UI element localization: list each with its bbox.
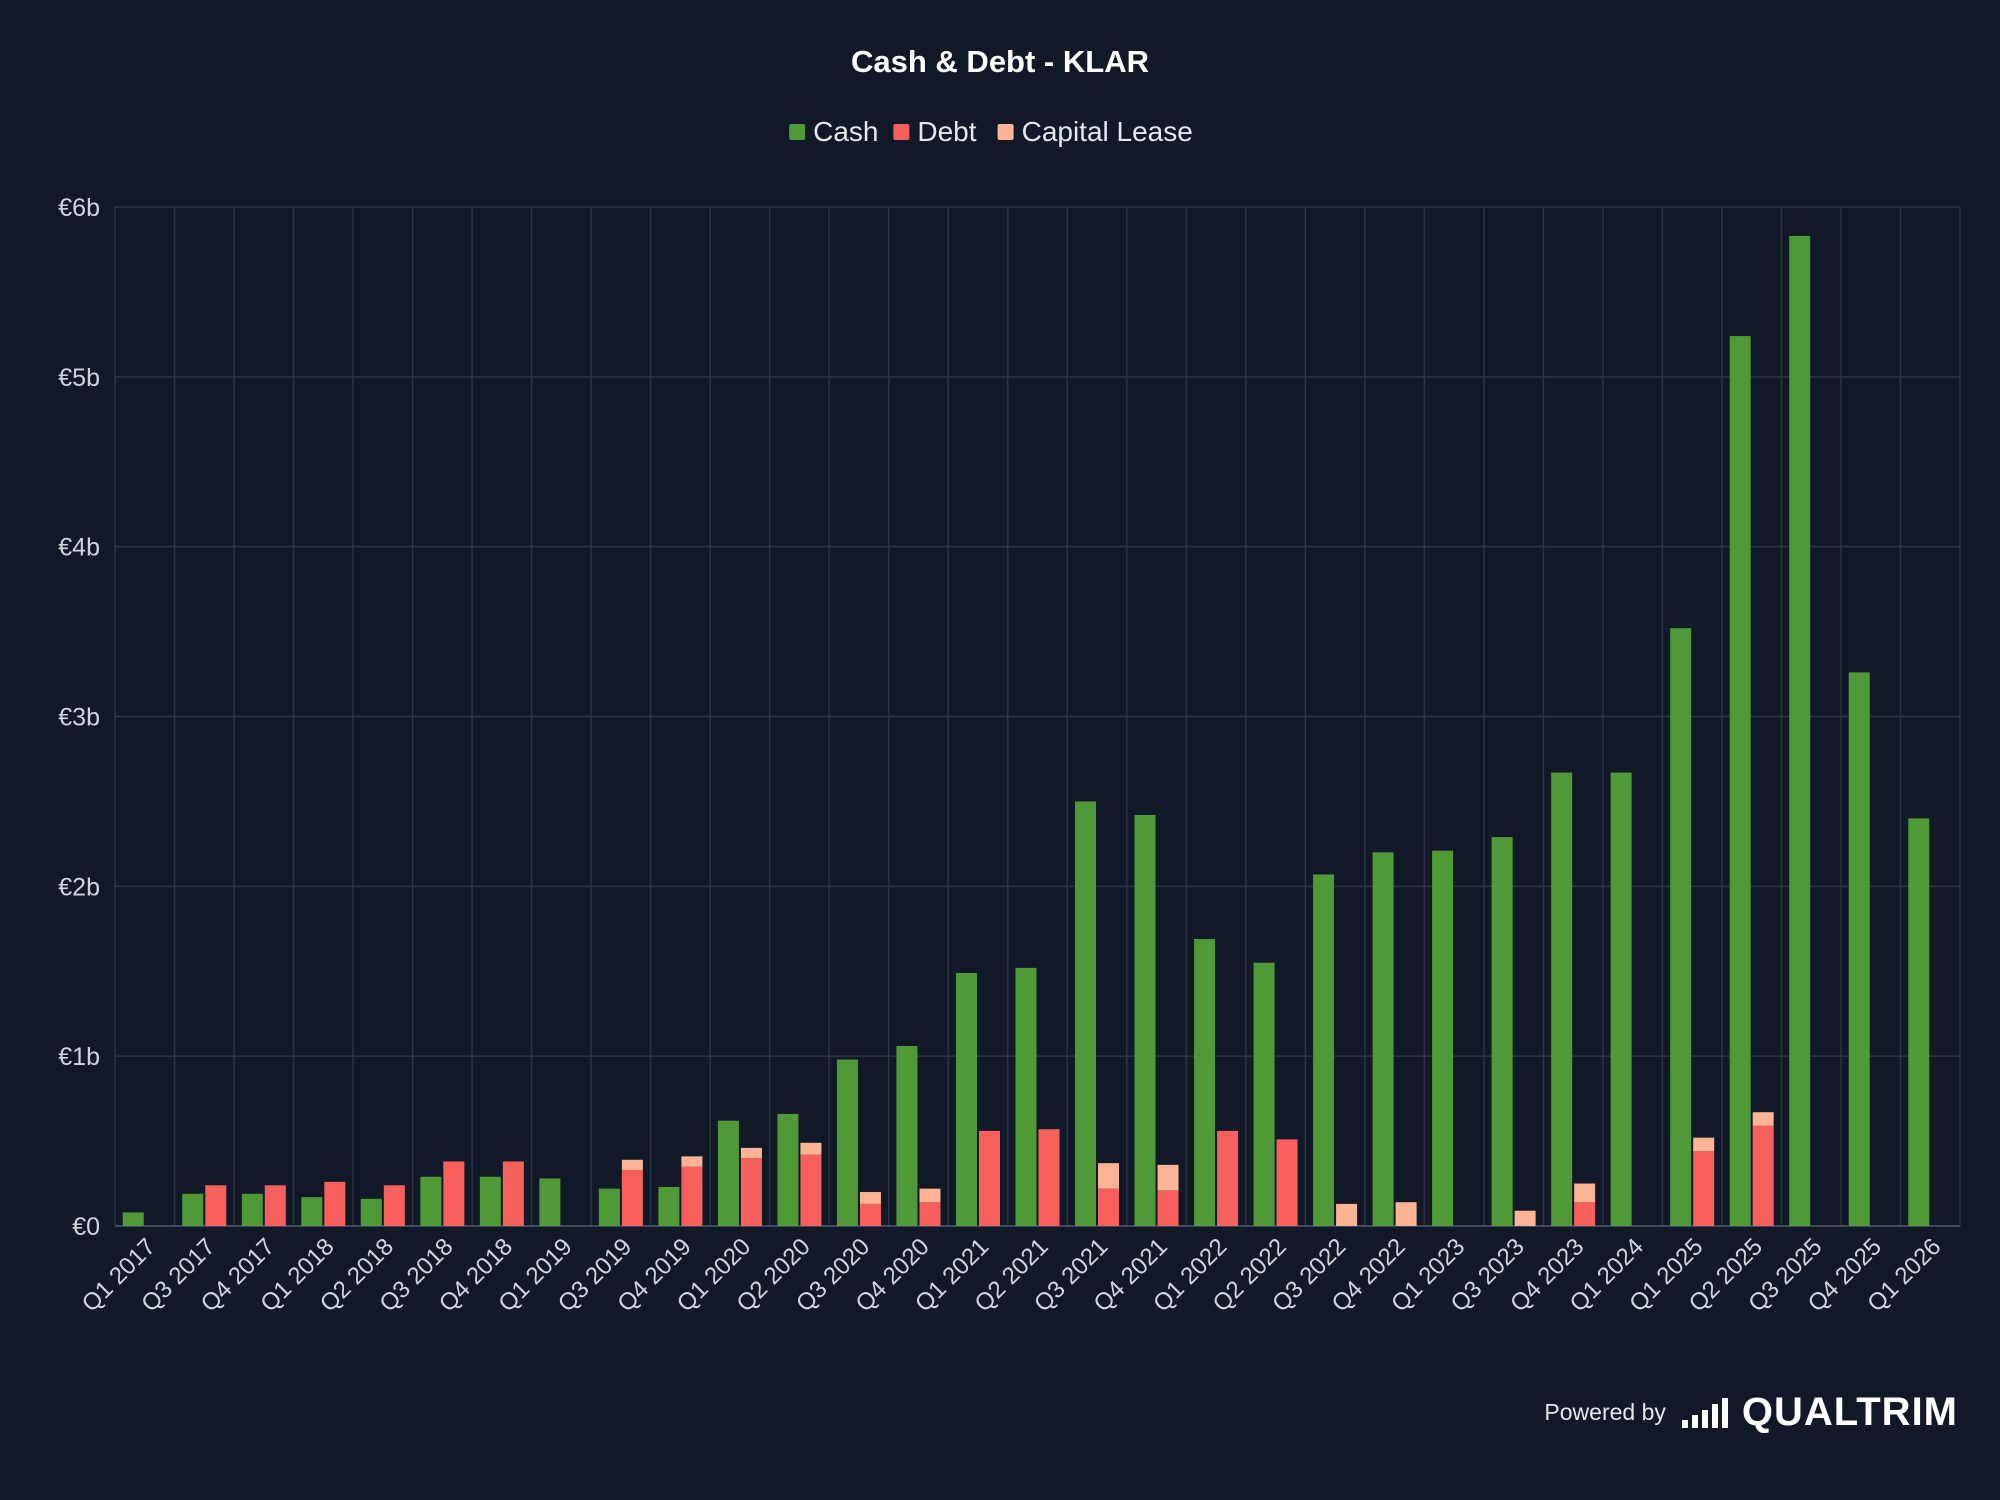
- bar-capital-lease[interactable]: [1395, 1202, 1417, 1226]
- legend-swatch-cash: [789, 124, 806, 140]
- powered-by: Powered by QUALTRIM: [1544, 1390, 1958, 1435]
- bar-cash[interactable]: [1015, 967, 1037, 1226]
- bar-debt[interactable]: [859, 1203, 881, 1226]
- bar-cash[interactable]: [836, 1059, 858, 1226]
- bar-debt[interactable]: [1098, 1188, 1120, 1226]
- bar-debt[interactable]: [1574, 1202, 1596, 1226]
- bar-cash[interactable]: [1075, 801, 1097, 1226]
- bar-debt[interactable]: [1217, 1130, 1239, 1226]
- bar-debt[interactable]: [800, 1154, 822, 1226]
- bar-capital-lease[interactable]: [1574, 1183, 1596, 1203]
- chart-title: Cash & Debt - KLAR: [851, 44, 1149, 79]
- legend-label-capital-lease[interactable]: Capital Lease: [1022, 116, 1193, 147]
- bar-cash[interactable]: [1551, 772, 1573, 1226]
- bar-debt[interactable]: [1157, 1190, 1179, 1226]
- bar-cash[interactable]: [1313, 874, 1335, 1226]
- bar-cash[interactable]: [1789, 235, 1811, 1226]
- bar-debt[interactable]: [443, 1161, 465, 1226]
- y-tick-label: €1b: [58, 1043, 100, 1071]
- legend-swatch-capital-lease: [997, 124, 1014, 140]
- bar-cash[interactable]: [479, 1176, 501, 1226]
- bar-capital-lease[interactable]: [621, 1159, 643, 1170]
- bar-cash[interactable]: [1432, 850, 1454, 1226]
- y-tick-label: €0: [72, 1213, 100, 1241]
- bar-cash[interactable]: [1908, 818, 1930, 1226]
- bar-debt[interactable]: [383, 1185, 405, 1226]
- bar-capital-lease[interactable]: [681, 1156, 703, 1167]
- powered-by-label: Powered by: [1544, 1399, 1666, 1425]
- bar-cash[interactable]: [717, 1120, 739, 1226]
- legend-swatch-debt: [893, 124, 910, 140]
- bar-cash[interactable]: [1194, 938, 1216, 1226]
- bar-debt[interactable]: [621, 1169, 643, 1226]
- bar-debt[interactable]: [205, 1185, 227, 1226]
- y-tick-label: €6b: [58, 194, 100, 222]
- bar-debt[interactable]: [978, 1130, 1000, 1226]
- bar-debt[interactable]: [1693, 1151, 1715, 1226]
- y-tick-label: €4b: [58, 534, 100, 562]
- bar-capital-lease[interactable]: [800, 1142, 822, 1155]
- legend-label-cash[interactable]: Cash: [813, 116, 878, 147]
- bar-cash[interactable]: [1491, 837, 1513, 1226]
- bar-cash[interactable]: [598, 1188, 620, 1226]
- bar-debt[interactable]: [264, 1185, 286, 1226]
- bar-capital-lease[interactable]: [1693, 1137, 1715, 1152]
- y-tick-label: €5b: [58, 364, 100, 392]
- bar-capital-lease[interactable]: [1514, 1210, 1536, 1226]
- bar-capital-lease[interactable]: [1752, 1112, 1774, 1126]
- bar-debt[interactable]: [324, 1181, 346, 1226]
- bar-capital-lease[interactable]: [859, 1192, 881, 1204]
- bar-debt[interactable]: [1752, 1125, 1774, 1226]
- bar-cash[interactable]: [420, 1176, 442, 1226]
- y-tick-label: €3b: [58, 704, 100, 732]
- bar-capital-lease[interactable]: [740, 1147, 762, 1159]
- bar-cash[interactable]: [1253, 962, 1275, 1226]
- bar-capital-lease[interactable]: [1098, 1163, 1120, 1189]
- legend-label-debt[interactable]: Debt: [917, 116, 976, 147]
- bar-cash[interactable]: [122, 1212, 144, 1226]
- bar-cash[interactable]: [896, 1045, 918, 1226]
- bar-debt[interactable]: [740, 1158, 762, 1226]
- bar-cash[interactable]: [1848, 672, 1870, 1226]
- bar-cash[interactable]: [241, 1193, 263, 1226]
- bar-cash[interactable]: [360, 1198, 382, 1226]
- bar-debt[interactable]: [502, 1161, 524, 1226]
- bar-cash[interactable]: [182, 1193, 204, 1226]
- y-tick-label: €2b: [58, 873, 100, 901]
- bar-capital-lease[interactable]: [1157, 1164, 1179, 1191]
- bar-debt[interactable]: [1038, 1129, 1060, 1226]
- bar-cash[interactable]: [301, 1197, 323, 1226]
- bar-cash[interactable]: [777, 1113, 799, 1226]
- bar-cash[interactable]: [1670, 628, 1692, 1226]
- bar-cash[interactable]: [1134, 815, 1156, 1226]
- bar-cash[interactable]: [1372, 852, 1394, 1226]
- bar-cash[interactable]: [539, 1178, 561, 1226]
- bar-capital-lease[interactable]: [1336, 1203, 1358, 1226]
- bar-debt[interactable]: [919, 1202, 941, 1226]
- bar-cash[interactable]: [955, 972, 977, 1226]
- bar-cash[interactable]: [1729, 336, 1751, 1226]
- bar-debt[interactable]: [681, 1166, 703, 1226]
- bar-cash[interactable]: [658, 1186, 680, 1226]
- bar-cash[interactable]: [1610, 772, 1632, 1226]
- bar-debt[interactable]: [1276, 1139, 1298, 1226]
- brand-name[interactable]: QUALTRIM: [1741, 1390, 1958, 1434]
- brand-logo-icon: [1681, 1397, 1732, 1428]
- bar-capital-lease[interactable]: [919, 1188, 941, 1203]
